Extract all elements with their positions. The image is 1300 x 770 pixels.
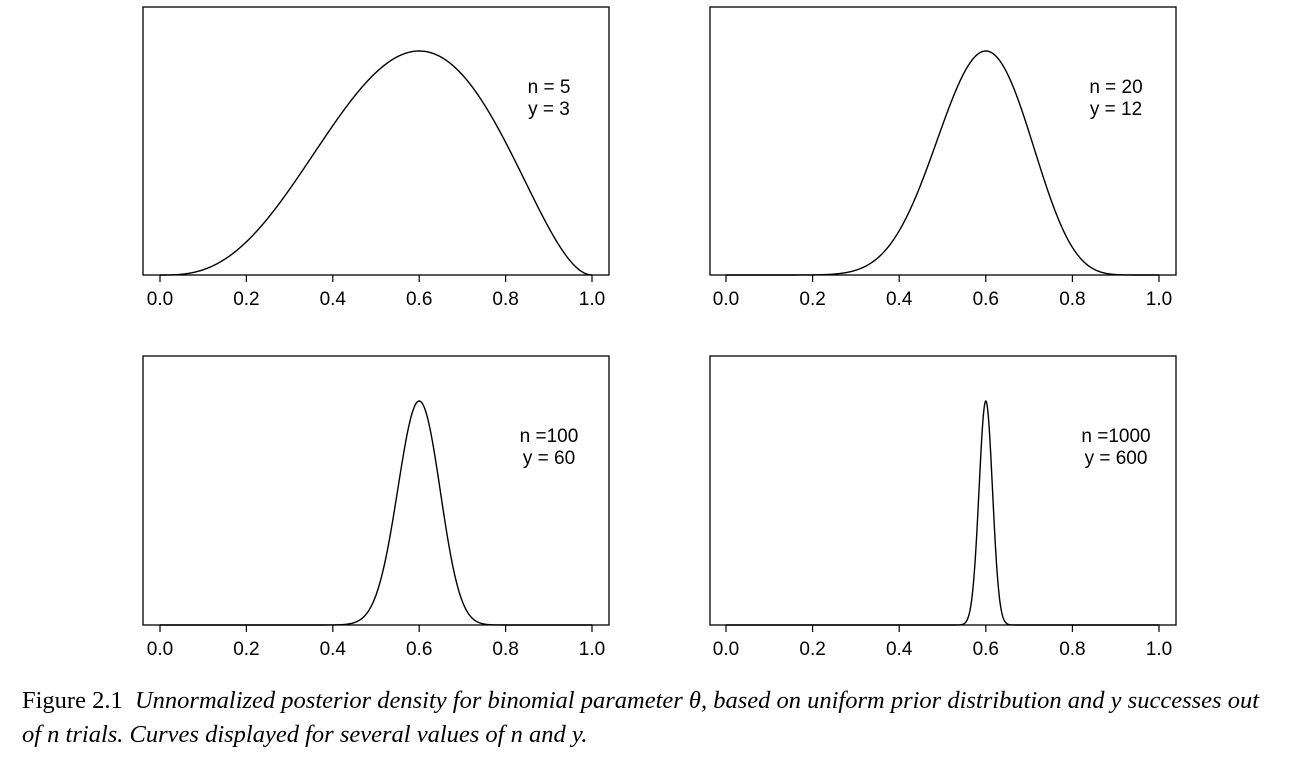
- posterior-curve: [160, 50, 593, 276]
- x-tick-label: 1.0: [579, 289, 605, 310]
- annotation-n: n = 20: [1089, 77, 1142, 98]
- x-tick-label: 1.0: [1146, 639, 1172, 660]
- annotation-n: n =1000: [1081, 426, 1150, 447]
- x-tick-label: 0.0: [147, 639, 173, 660]
- x-tick-label: 0.2: [799, 289, 825, 310]
- panel-frame: [709, 6, 1177, 276]
- x-tick-label: 0.8: [1059, 289, 1085, 310]
- caption-text: Unnormalized posterior density for binom…: [22, 687, 1260, 748]
- panel-2: 0.0 0.2 0.4 0.6 0.8 1.0 n = 20y = 12: [709, 6, 1177, 310]
- x-tick-label: 0.6: [973, 639, 999, 660]
- x-tick-label: 0.4: [320, 639, 347, 660]
- panel-frame: [142, 355, 610, 626]
- posterior-curve: [160, 400, 592, 626]
- x-tick-label: 0.4: [886, 639, 913, 660]
- posterior-curve: [726, 50, 1159, 276]
- panel-frame: [142, 6, 610, 276]
- annotation-y: y = 3: [528, 99, 570, 120]
- panel-frame: [709, 355, 1177, 626]
- x-tick-label: 0.8: [492, 639, 518, 660]
- x-tick-label: 0.2: [799, 639, 825, 660]
- annotation-n: n = 5: [528, 77, 571, 98]
- figure-panels: 0.0 0.2 0.4 0.6 0.8 1.0 n = 5y = 3 0.0 0.2 0.4 0.6…: [142, 6, 1177, 660]
- annotation-y: y = 600: [1085, 448, 1148, 469]
- x-tick-label: 1.0: [579, 639, 605, 660]
- x-tick-label: 0.4: [320, 289, 347, 310]
- posterior-curve: [726, 399, 1159, 626]
- x-tick-label: 0.6: [973, 289, 999, 310]
- x-tick-label: 0.2: [233, 289, 259, 310]
- x-tick-label: 0.4: [886, 289, 913, 310]
- x-tick-label: 0.6: [406, 289, 432, 310]
- figure-caption: Figure 2.1 Unnormalized posterior densit…: [22, 684, 1284, 752]
- x-tick-label: 0.2: [233, 639, 259, 660]
- x-tick-label: 0.0: [713, 289, 739, 310]
- caption-label: Figure 2.1: [22, 687, 123, 714]
- annotation-n: n =100: [520, 426, 579, 447]
- annotation-y: y = 12: [1090, 99, 1142, 120]
- annotation-y: y = 60: [523, 448, 575, 469]
- x-tick-label: 1.0: [1146, 289, 1172, 310]
- x-tick-label: 0.8: [492, 289, 518, 310]
- x-tick-label: 0.0: [713, 639, 739, 660]
- panel-1: 0.0 0.2 0.4 0.6 0.8 1.0 n = 5y = 3: [142, 6, 610, 310]
- x-tick-label: 0.0: [147, 289, 173, 310]
- x-tick-label: 0.6: [406, 639, 432, 660]
- x-tick-label: 0.8: [1059, 639, 1085, 660]
